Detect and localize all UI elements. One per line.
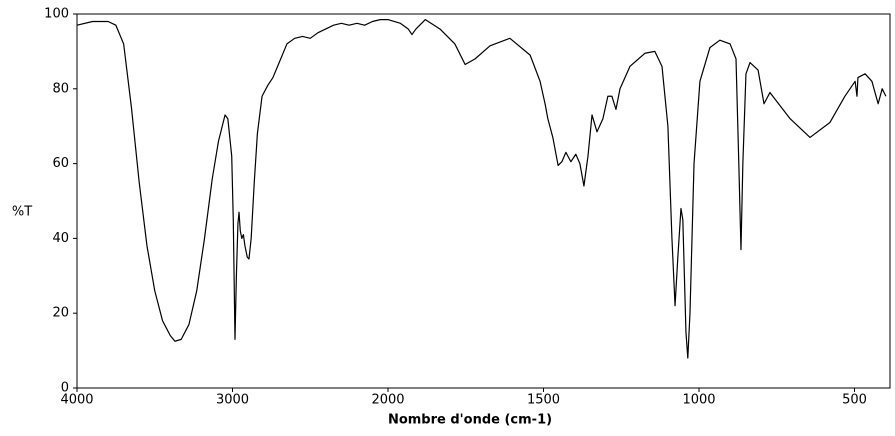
x-tick-label: 1000 [682,393,715,408]
y-tick-label: 0 [61,381,69,396]
spectrum-line [76,19,887,359]
y-axis-label: %T [12,205,32,220]
x-tick-label: 3000 [216,393,249,408]
x-tick-label: 2000 [371,393,404,408]
y-tick-label: 80 [52,81,69,96]
y-tick-label: 20 [52,306,69,321]
y-tick-label: 60 [52,156,69,171]
x-axis-label: Nombre d'onde (cm-1) [388,413,552,428]
plot-frame [76,13,891,389]
x-tick-label: 4000 [60,393,93,408]
x-tick-label: 500 [842,393,867,408]
x-tick-label: 1500 [527,393,560,408]
y-tick-label: 100 [44,7,69,22]
y-tick-label: 40 [52,231,69,246]
